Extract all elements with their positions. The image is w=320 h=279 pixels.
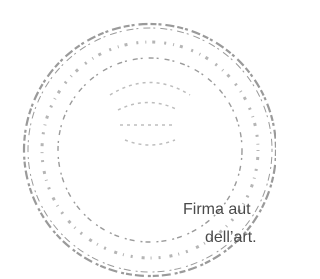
page: Firma aut dell’art. (() => { const data … — [0, 0, 276, 279]
stamp-emblem — [110, 83, 190, 146]
stamp-lettering — [42, 42, 258, 258]
stamp-text: dell’art. — [205, 229, 257, 247]
stamp-text: Firma aut — [183, 201, 251, 219]
